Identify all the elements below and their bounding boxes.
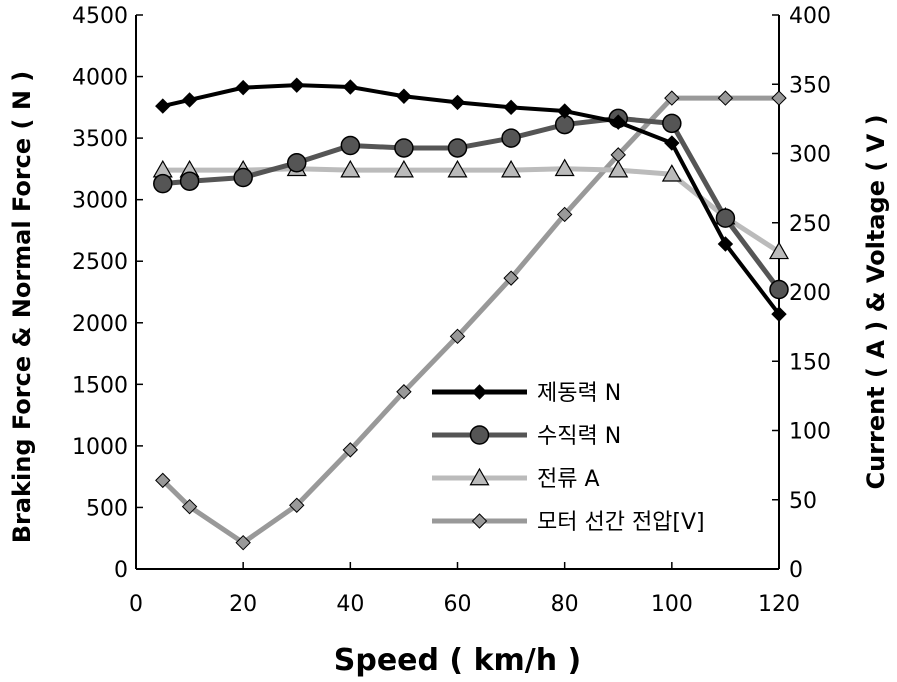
- y-tick-label-left: 3500: [72, 127, 128, 152]
- y-tick-label-right: 400: [789, 4, 831, 29]
- y-tick-label-right: 0: [789, 558, 803, 583]
- legend-marker: [471, 513, 488, 529]
- x-tick-label: 20: [229, 592, 257, 617]
- x-tick-label: 100: [651, 592, 693, 617]
- y-tick-label-left: 4500: [72, 4, 128, 29]
- data-point: [449, 94, 466, 111]
- data-point: [181, 498, 198, 515]
- x-tick-label: 40: [336, 592, 364, 617]
- data-point: [771, 90, 787, 106]
- x-tick-label: 0: [129, 592, 143, 617]
- series-line: [162, 83, 781, 316]
- data-point: [289, 497, 305, 513]
- data-point: [235, 534, 251, 551]
- data-point: [342, 442, 359, 458]
- legend-label: 모터 선간 전압[V]: [537, 510, 705, 535]
- data-point: [396, 384, 412, 400]
- y-tick-label-right: 350: [789, 73, 831, 98]
- y-tick-label-left: 500: [86, 496, 128, 521]
- y-tick-label-right: 150: [789, 350, 831, 375]
- data-point: [235, 79, 251, 96]
- series-0: [155, 77, 787, 322]
- data-point: [155, 472, 171, 489]
- legend-label: 수직력 N: [537, 424, 621, 449]
- y-tick-label-right: 250: [789, 212, 831, 237]
- legend-marker: [469, 425, 490, 445]
- y-tick-label-right: 200: [789, 281, 831, 306]
- data-point: [340, 159, 361, 178]
- y-tick-label-right: 100: [789, 420, 831, 445]
- data-point: [664, 90, 680, 106]
- series-line: [162, 115, 781, 292]
- data-point: [394, 138, 414, 158]
- axes: 0500100015002000250030003500400045000501…: [72, 4, 831, 617]
- data-point: [662, 113, 682, 134]
- series-3: [155, 90, 787, 551]
- y-tick-label-left: 2500: [72, 250, 128, 275]
- y-tick-label-left: 2000: [72, 312, 128, 337]
- data-point: [153, 173, 173, 194]
- x-tick-label: 60: [444, 592, 472, 617]
- data-point: [664, 135, 680, 151]
- x-axis-title: Speed ( km/h ): [334, 643, 582, 678]
- y-tick-label-left: 4000: [72, 66, 128, 91]
- data-point: [179, 171, 200, 191]
- data-point: [717, 236, 734, 252]
- data-point: [503, 270, 519, 286]
- data-point: [556, 206, 573, 223]
- data-point: [449, 328, 466, 345]
- data-point: [610, 114, 626, 130]
- data-point: [661, 164, 682, 182]
- y-axis-title-right: Current ( A ) & Voltage ( V ): [862, 114, 890, 489]
- y-tick-label-left: 1500: [72, 373, 128, 398]
- legend-entry: 수직력 N: [432, 424, 621, 449]
- data-point: [233, 167, 253, 188]
- data-point: [447, 159, 468, 178]
- y-tick-label-left: 0: [114, 558, 128, 583]
- data-point: [287, 152, 307, 173]
- legend: 제동력 N 수직력 N 전류 A 모터 선간 전압[V]: [432, 381, 705, 535]
- data-point: [717, 90, 734, 106]
- data-point: [447, 138, 468, 158]
- legend-marker: [471, 384, 488, 400]
- data-point: [768, 241, 790, 260]
- data-point: [503, 99, 519, 116]
- legend-entry: 모터 선간 전압[V]: [432, 510, 705, 535]
- data-point: [340, 135, 361, 156]
- series-1: [153, 108, 789, 300]
- y-tick-label-right: 50: [789, 489, 817, 514]
- data-point: [769, 279, 789, 300]
- data-point: [556, 103, 573, 119]
- y-tick-label-right: 300: [789, 143, 831, 168]
- data-point: [608, 159, 629, 178]
- legend-entry: 제동력 N: [432, 381, 621, 406]
- y-axis-title-left: Braking Force & Normal Force ( N ): [8, 71, 36, 544]
- y-tick-label-left: 3000: [72, 189, 128, 214]
- legend-marker: [469, 467, 490, 486]
- data-point: [155, 98, 171, 114]
- data-point: [393, 159, 414, 178]
- y-tick-label-left: 1000: [72, 435, 128, 460]
- data-point: [501, 128, 521, 148]
- x-tick-label: 120: [758, 592, 800, 617]
- series-line: [162, 166, 781, 254]
- data-point: [181, 92, 198, 108]
- x-tick-label: 80: [551, 592, 579, 617]
- data-point: [554, 158, 575, 177]
- series-layer: [152, 77, 790, 551]
- data-point: [501, 159, 522, 178]
- data-point: [342, 79, 359, 95]
- legend-label: 제동력 N: [537, 381, 621, 406]
- data-point: [715, 208, 736, 228]
- legend-label: 전류 A: [537, 467, 600, 492]
- data-point: [396, 88, 412, 104]
- data-point: [771, 306, 787, 322]
- data-point: [289, 77, 305, 93]
- legend-entry: 전류 A: [432, 467, 600, 492]
